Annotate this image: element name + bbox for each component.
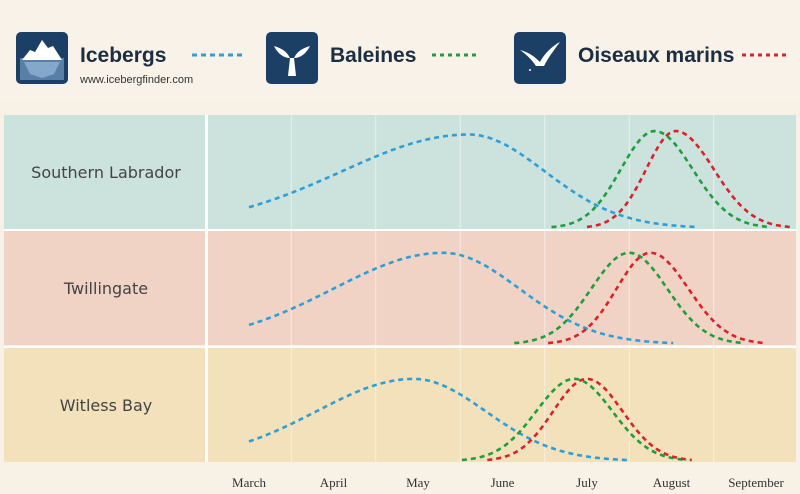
row-label-cell [4,348,205,462]
x-tick-label: June [491,475,515,490]
series-line [461,377,687,462]
gridlines [4,115,796,462]
row-bands [4,115,796,462]
legend-icebergs-label: Icebergs [80,44,167,67]
series-line [551,129,770,229]
iceberg-icon [16,32,68,84]
series-line [248,377,628,462]
series-line [248,251,674,345]
row-plot-band [208,231,796,345]
series-line [586,129,792,229]
row-label: Twillingate [63,279,148,298]
curves [248,129,792,462]
row-label: Southern Labrador [31,163,181,182]
series-line [514,251,745,345]
row-label-cell [4,231,205,345]
x-tick-label: September [728,475,784,490]
row-label: Witless Bay [60,396,152,415]
x-tick-label: July [576,475,598,490]
legend: Icebergs www.icebergfinder.com Baleines … [0,0,800,100]
series-line [547,251,765,345]
row-labels: Southern Labrador Twillingate Witless Bay [31,163,181,415]
x-tick-label: May [406,475,430,490]
series-line [487,377,692,462]
legend-seabirds-label: Oiseaux marins [578,44,735,67]
x-tick-label: April [320,475,348,490]
x-axis-ticks: March April May June July August September [232,475,784,490]
legend-whales-line [432,53,480,57]
row-plot-band [208,348,796,462]
row-plot-band [208,115,796,229]
seabird-icon [514,32,566,84]
legend-whales-label: Baleines [330,44,417,67]
series-line [248,133,699,229]
row-label-cell [4,115,205,229]
whale-tail-icon [266,32,318,84]
x-tick-label: August [653,475,691,490]
legend-icebergs-url: www.icebergfinder.com [80,74,194,86]
x-tick-label: March [232,475,266,490]
